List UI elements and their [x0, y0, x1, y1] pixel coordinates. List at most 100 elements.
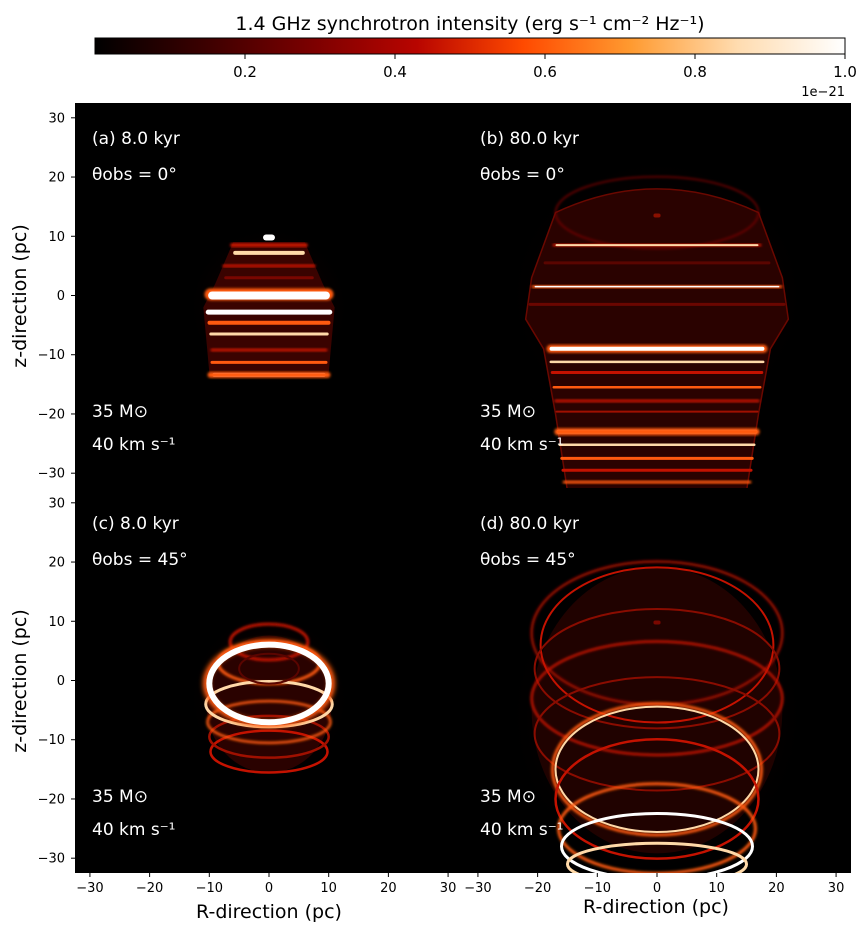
emission-ring: [551, 702, 763, 837]
x-tick-label: 30: [828, 881, 845, 896]
x-tick-label: −10: [196, 881, 223, 896]
emission-ring: [555, 410, 759, 413]
nebula-body: [203, 242, 335, 373]
emission-ring: [560, 812, 754, 873]
emission-ring: [562, 480, 752, 484]
y-axis-label-bottom: z-direction (pc): [9, 609, 31, 752]
bright-knot: [653, 620, 661, 625]
emission-ring: [543, 261, 771, 265]
x-tick-label: 20: [768, 881, 785, 896]
emission-ring: [206, 641, 332, 726]
panel-b-velocity-label: 40 km s⁻¹: [480, 435, 564, 455]
panel-b-time-label: (b) 80.0 kyr: [480, 129, 579, 149]
panel-d-theta-label: θobs = 45°: [480, 550, 576, 570]
x-tick-label: −20: [136, 881, 163, 896]
y-tick-label: −10: [38, 733, 65, 748]
emission-ring: [552, 386, 762, 389]
x-tick-label: −30: [464, 881, 491, 896]
emission-ring: [554, 399, 760, 403]
panel-d-time-label: (d) 80.0 kyr: [480, 514, 579, 534]
outer-shell-arc: [554, 176, 760, 250]
panel-c-annotations: (c) 8.0 kyr θobs = 45° 35 M⊙ 40 km s⁻¹: [92, 514, 188, 840]
colorbar-tick-label: 1.0: [833, 63, 857, 81]
inner-ring: [238, 652, 300, 685]
panel-a: [75, 103, 463, 488]
emission-ring: [209, 332, 329, 336]
x-axis-label-right: R-direction (pc): [583, 896, 729, 918]
panel-a-velocity-label: 40 km s⁻¹: [92, 435, 176, 455]
x-tick-label: 10: [320, 881, 337, 896]
panel-d-annotations: (d) 80.0 kyr θobs = 45° 35 M⊙ 40 km s⁻¹: [480, 514, 579, 840]
emission-ring: [208, 714, 330, 759]
emission-ring: [230, 243, 308, 248]
emission-ring: [565, 841, 749, 873]
emission-ring: [561, 468, 753, 472]
axis-ticks: −30 −20 −10 0 10 20 30 −30 −20 −10 0 10 20 30 −30 −20 −1…: [38, 111, 845, 896]
emission-ring: [549, 360, 765, 364]
panel-c: [75, 488, 463, 873]
panel-a-annotations: (a) 8.0 kyr θobs = 0° 35 M⊙ 40 km s⁻¹: [92, 129, 180, 455]
colorbar-tick-label: 0.2: [233, 63, 257, 81]
colorbar-title: 1.4 GHz synchrotron intensity (erg s⁻¹ c…: [235, 13, 704, 35]
emission-ring: [208, 291, 330, 300]
nebula-body: [206, 635, 332, 773]
emission-ring: [533, 607, 781, 730]
panel-c-emission: [185, 608, 353, 788]
emission-ring: [530, 640, 784, 757]
panel-b-mass-label: 35 M⊙: [480, 402, 536, 422]
emission-ring: [209, 729, 329, 774]
x-tick-label: 20: [380, 881, 397, 896]
emission-ring: [206, 699, 332, 745]
emission-ring: [555, 244, 759, 247]
panel-d: [463, 488, 851, 873]
emission-ring: [222, 264, 316, 268]
x-axis-label-left: R-direction (pc): [196, 901, 342, 923]
x-tick-label: −20: [524, 881, 551, 896]
bright-knot: [653, 213, 661, 218]
emission-ring: [233, 250, 305, 255]
panel-d-mass-label: 35 M⊙: [480, 787, 536, 807]
bright-knot: [263, 234, 275, 241]
emission-ring: [557, 782, 757, 873]
x-tick-label: 10: [708, 881, 725, 896]
emission-ring: [210, 348, 328, 352]
emission-ring: [207, 371, 331, 378]
y-tick-label: −10: [38, 348, 65, 363]
emission-ring: [224, 276, 314, 280]
emission-ring: [207, 320, 331, 325]
emission-ring: [228, 622, 310, 662]
y-tick-label: −20: [38, 407, 65, 422]
y-tick-label: −30: [38, 852, 65, 867]
y-tick-label: 30: [48, 496, 65, 511]
panel-c-theta-label: θobs = 45°: [92, 550, 188, 570]
y-tick-label: 0: [57, 674, 65, 689]
panel-b-theta-label: θobs = 0°: [480, 165, 565, 185]
panel-b-emission: [501, 152, 813, 488]
emission-ring: [533, 676, 781, 792]
panel-c-time-label: (c) 8.0 kyr: [92, 514, 179, 534]
panel-d-emission: [501, 548, 813, 873]
panel-c-velocity-label: 40 km s⁻¹: [92, 820, 176, 840]
y-tick-label: 0: [57, 289, 65, 304]
y-tick-label: 10: [48, 230, 65, 245]
x-tick-label: 0: [265, 881, 273, 896]
colorbar-ticks: 0.2 0.4 0.6 0.8 1.0: [233, 54, 857, 81]
panel-b-annotations: (b) 80.0 kyr θobs = 0° 35 M⊙ 40 km s⁻¹: [480, 129, 579, 455]
panel-a-emission: [185, 223, 353, 391]
panel-a-mass-label: 35 M⊙: [92, 402, 148, 422]
x-tick-label: −30: [76, 881, 103, 896]
panel-b: [463, 103, 851, 488]
colorbar-tick-label: 0.4: [383, 63, 407, 81]
y-tick-label: 20: [48, 171, 65, 186]
x-tick-label: 0: [653, 881, 661, 896]
emission-ring: [554, 738, 760, 860]
emission-ring: [205, 309, 333, 315]
y-tick-label: −30: [38, 467, 65, 482]
y-tick-label: −20: [38, 792, 65, 807]
emission-ring: [550, 371, 764, 374]
colorbar: [94, 37, 846, 55]
x-tick-label: −10: [584, 881, 611, 896]
emission-ring: [528, 302, 786, 306]
emission-ring: [549, 346, 765, 351]
